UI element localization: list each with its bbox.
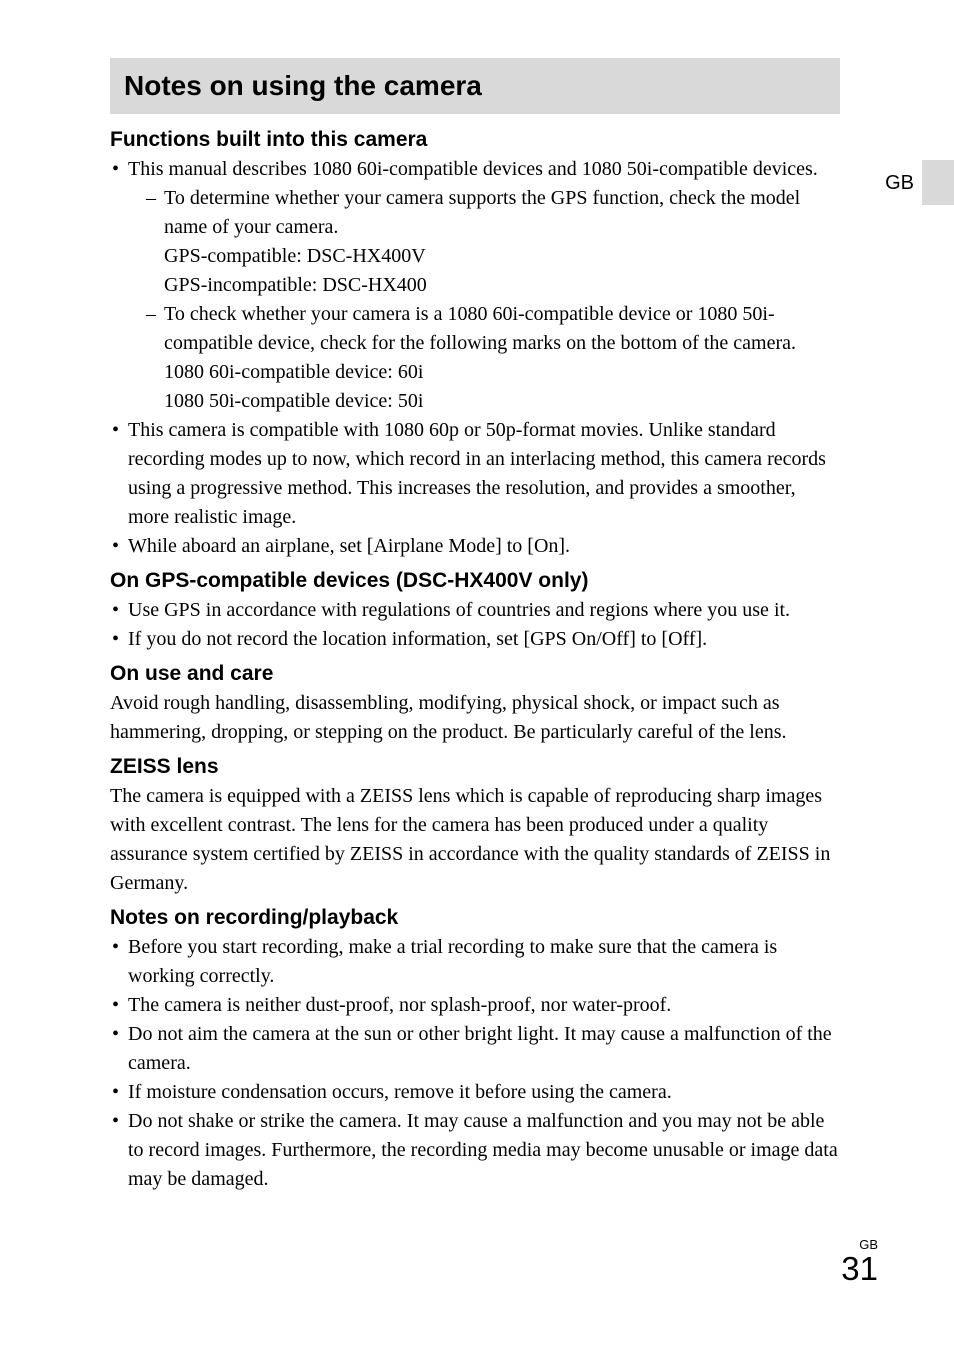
page-title: Notes on using the camera — [124, 70, 828, 102]
page-number-block: GB 31 — [841, 1237, 878, 1285]
page-title-bar: Notes on using the camera — [110, 58, 840, 114]
sub-line-text: 1080 60i-compatible device: 60i — [164, 358, 840, 387]
functions-list: This manual describes 1080 60i-compatibl… — [110, 155, 840, 561]
list-item-text: This manual describes 1080 60i-compatibl… — [128, 158, 818, 180]
gps-list: Use GPS in accordance with regulations o… — [110, 596, 840, 654]
heading-gps: On GPS-compatible devices (DSC-HX400V on… — [110, 569, 840, 593]
list-item-text: To determine whether your camera support… — [164, 187, 800, 238]
list-item: Do not shake or strike the camera. It ma… — [110, 1107, 840, 1194]
list-item: Do not aim the camera at the sun or othe… — [110, 1020, 840, 1078]
recording-list: Before you start recording, make a trial… — [110, 933, 840, 1194]
sub-line-text: GPS-incompatible: DSC-HX400 — [164, 271, 840, 300]
list-item: If moisture condensation occurs, remove … — [110, 1078, 840, 1107]
list-item-text: To check whether your camera is a 1080 6… — [164, 303, 796, 354]
functions-sublist: To determine whether your camera support… — [128, 184, 840, 416]
side-tab — [922, 160, 954, 205]
sub-line-text: GPS-compatible: DSC-HX400V — [164, 242, 840, 271]
heading-recording: Notes on recording/playback — [110, 906, 840, 930]
list-item: To determine whether your camera support… — [146, 184, 840, 300]
heading-zeiss: ZEISS lens — [110, 755, 840, 779]
side-language-label: GB — [885, 172, 914, 195]
heading-care: On use and care — [110, 662, 840, 686]
list-item: If you do not record the location inform… — [110, 625, 840, 654]
list-item: The camera is neither dust-proof, nor sp… — [110, 991, 840, 1020]
list-item: To check whether your camera is a 1080 6… — [146, 300, 840, 416]
list-item: Use GPS in accordance with regulations o… — [110, 596, 840, 625]
list-item: While aboard an airplane, set [Airplane … — [110, 532, 840, 561]
list-item: Before you start recording, make a trial… — [110, 933, 840, 991]
page-number: 31 — [841, 1250, 878, 1287]
care-paragraph: Avoid rough handling, disassembling, mod… — [110, 689, 840, 747]
list-item: This camera is compatible with 1080 60p … — [110, 416, 840, 532]
heading-functions: Functions built into this camera — [110, 128, 840, 152]
list-item: This manual describes 1080 60i-compatibl… — [110, 155, 840, 416]
zeiss-paragraph: The camera is equipped with a ZEISS lens… — [110, 782, 840, 898]
content-area: Notes on using the camera Functions buil… — [110, 58, 840, 1194]
sub-line-text: 1080 50i-compatible device: 50i — [164, 387, 840, 416]
